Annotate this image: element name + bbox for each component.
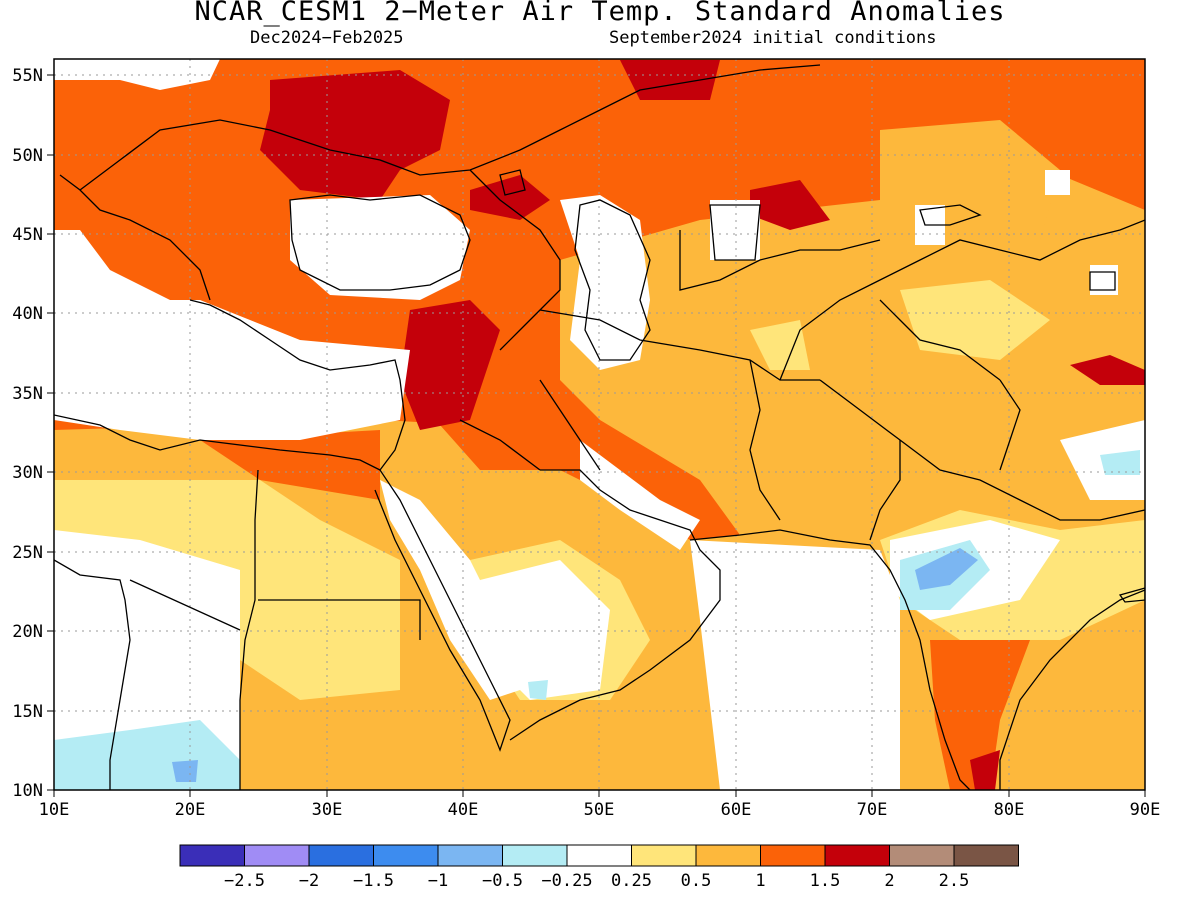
colorbar-tick-label: 1.5 xyxy=(810,871,841,891)
colorbar-swatch xyxy=(437,844,503,867)
colorbar-swatch xyxy=(244,844,310,867)
colorbar-tick-label: 0.5 xyxy=(681,871,712,891)
y-tick-label: 35N xyxy=(12,384,43,404)
x-tick-label: 50E xyxy=(584,800,615,820)
y-tick-label: 40N xyxy=(12,304,43,324)
colorbar-swatch xyxy=(502,844,568,867)
colorbar-swatch xyxy=(373,844,439,867)
colorbar-tick-label: 1 xyxy=(755,871,765,891)
colorbar-swatch xyxy=(308,844,374,867)
y-tick-label: 30N xyxy=(12,463,43,483)
colorbar-swatch xyxy=(179,844,245,867)
map-title: NCAR_CESM1 2−Meter Air Temp. Standard An… xyxy=(194,0,1006,27)
colorbar-tick-label: −2.5 xyxy=(224,871,265,891)
colorbar-tick-label: 0.25 xyxy=(611,871,652,891)
x-tick-label: 10E xyxy=(39,800,70,820)
colorbar-labels: −2.5 −2 −1.5 −1 −0.5 −0.25 0.25 0.5 1 1.5 2 2.5 xyxy=(224,871,969,891)
y-tick-label: 25N xyxy=(12,543,43,563)
colorbar-swatch xyxy=(760,844,826,867)
anomaly-field xyxy=(54,59,1145,790)
colorbar xyxy=(179,844,1019,867)
gridlines xyxy=(54,59,1145,790)
colorbar-tick-label: 2 xyxy=(884,871,894,891)
colorbar-swatch xyxy=(695,844,761,867)
initial-conditions: September2024 initial conditions xyxy=(609,28,937,48)
colorbar-swatch xyxy=(824,844,890,867)
colorbar-swatch xyxy=(889,844,955,867)
colorbar-tick-label: 2.5 xyxy=(939,871,970,891)
y-tick-label: 10N xyxy=(12,781,43,801)
x-tick-label: 30E xyxy=(312,800,343,820)
colorbar-swatch xyxy=(631,844,697,867)
y-tick-label: 45N xyxy=(12,225,43,245)
colorbar-tick-label: −1.5 xyxy=(353,871,394,891)
y-tick-label: 50N xyxy=(12,146,43,166)
x-tick-label: 20E xyxy=(175,800,206,820)
colorbar-tick-label: −0.5 xyxy=(482,871,523,891)
x-tick-label: 60E xyxy=(721,800,752,820)
coastlines xyxy=(54,64,1145,790)
colorbar-swatch xyxy=(566,844,632,867)
x-tick-label: 90E xyxy=(1130,800,1161,820)
x-tick-label: 40E xyxy=(448,800,479,820)
colorbar-tick-label: −1 xyxy=(428,871,448,891)
y-tick-label: 15N xyxy=(12,702,43,722)
y-tick-label: 55N xyxy=(12,66,43,86)
x-tick-label: 70E xyxy=(857,800,888,820)
colorbar-tick-label: −2 xyxy=(299,871,319,891)
y-tick-label: 20N xyxy=(12,622,43,642)
x-tick-label: 80E xyxy=(994,800,1025,820)
colorbar-swatch xyxy=(953,844,1019,867)
colorbar-tick-label: −0.25 xyxy=(541,871,592,891)
forecast-period: Dec2024−Feb2025 xyxy=(250,28,404,48)
